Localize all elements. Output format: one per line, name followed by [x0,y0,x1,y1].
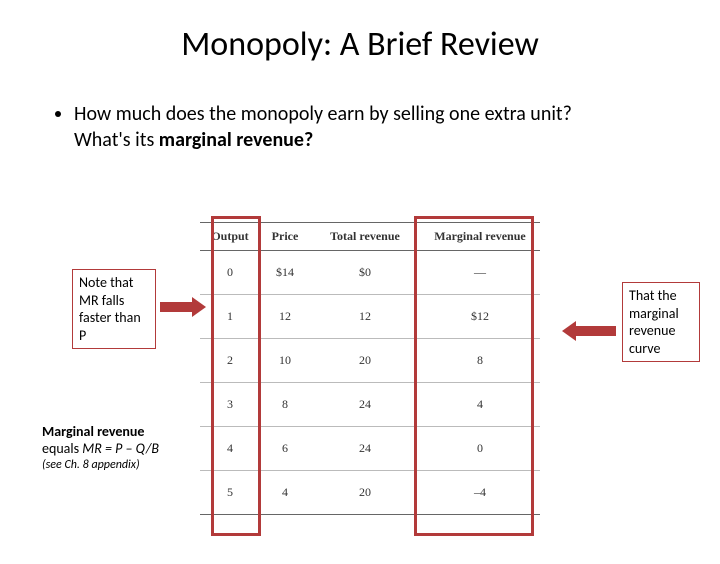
arrow-left-stem [160,302,192,312]
bullet-line1: How much does the monopoly earn by selli… [74,102,572,126]
cell: 4 [260,471,310,515]
cell: 24 [310,383,420,427]
cell: 12 [260,295,310,339]
cell: 5 [200,471,260,515]
note-bottom-line1: Marginal revenue [42,424,202,441]
table-row: 0 $14 $0 — [200,251,540,295]
note-right-text: That the marginal revenue curve [629,287,679,357]
cell: 20 [310,471,420,515]
note-bottom-line2: equals MR = P – Q/B [42,441,202,458]
cell: 1 [200,295,260,339]
col-header-output: Output [200,223,260,251]
cell: 2 [200,339,260,383]
bullet-line2-prefix: What's its [74,128,159,152]
note-left-text: Note that MR falls faster than P [79,274,141,344]
revenue-table: Output Price Total revenue Marginal reve… [200,223,540,514]
note-bottom-line2-prefix: equals [42,440,82,457]
revenue-table-container: Output Price Total revenue Marginal reve… [200,222,540,515]
bullet-item: How much does the monopoly earn by selli… [74,101,670,153]
note-left-box: Note that MR falls faster than P [72,269,156,349]
cell: –4 [420,471,540,515]
slide-title: Monopoly: A Brief Review [0,24,720,65]
cell: — [420,251,540,295]
bullet-list: How much does the monopoly earn by selli… [50,101,670,153]
cell: 8 [260,383,310,427]
col-header-marginal-revenue: Marginal revenue [420,223,540,251]
cell: 24 [310,427,420,471]
table-row: 3 8 24 4 [200,383,540,427]
note-bottom-formula: MR = P – Q/B [82,440,159,457]
note-right-box: That the marginal revenue curve [622,282,700,362]
note-bottom: Marginal revenue equals MR = P – Q/B (se… [42,424,202,472]
col-header-price: Price [260,223,310,251]
col-header-total-revenue: Total revenue [310,223,420,251]
table-header-row: Output Price Total revenue Marginal reve… [200,223,540,251]
arrow-left-head-icon [562,321,576,341]
table-row: 1 12 12 $12 [200,295,540,339]
bullet-line2-bold: marginal revenue? [159,128,313,152]
cell: $14 [260,251,310,295]
arrow-right-stem [576,326,616,336]
table-row: 2 10 20 8 [200,339,540,383]
cell: $12 [420,295,540,339]
table-row: 5 4 20 –4 [200,471,540,515]
arrow-right-head-icon [192,297,206,317]
cell: 3 [200,383,260,427]
cell: 10 [260,339,310,383]
cell: 20 [310,339,420,383]
cell: $0 [310,251,420,295]
note-bottom-line3: (see Ch. 8 appendix) [42,458,202,472]
cell: 12 [310,295,420,339]
table-row: 4 6 24 0 [200,427,540,471]
cell: 4 [420,383,540,427]
cell: 0 [420,427,540,471]
cell: 0 [200,251,260,295]
cell: 8 [420,339,540,383]
cell: 6 [260,427,310,471]
cell: 4 [200,427,260,471]
